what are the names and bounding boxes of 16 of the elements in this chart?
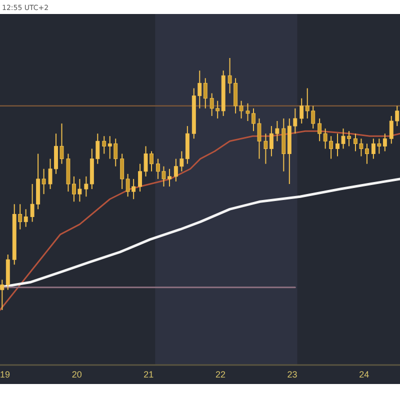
x-tick-label: 21 <box>144 369 154 380</box>
candlestick <box>203 78 208 109</box>
candlestick <box>120 153 124 190</box>
candlestick <box>382 133 387 152</box>
candlestick <box>42 168 46 195</box>
candlestick <box>102 136 106 154</box>
candlestick <box>0 279 4 310</box>
candlestick <box>300 98 304 124</box>
candlestick <box>318 118 322 142</box>
x-tick-label: 20 <box>72 369 82 380</box>
x-tick-label: 24 <box>359 369 370 380</box>
x-tick-label: 19 <box>0 369 10 380</box>
candlestick <box>84 176 88 198</box>
candlestick <box>24 208 28 228</box>
x-tick-label: 22 <box>215 369 226 380</box>
x-tick-label: 23 <box>287 369 298 380</box>
